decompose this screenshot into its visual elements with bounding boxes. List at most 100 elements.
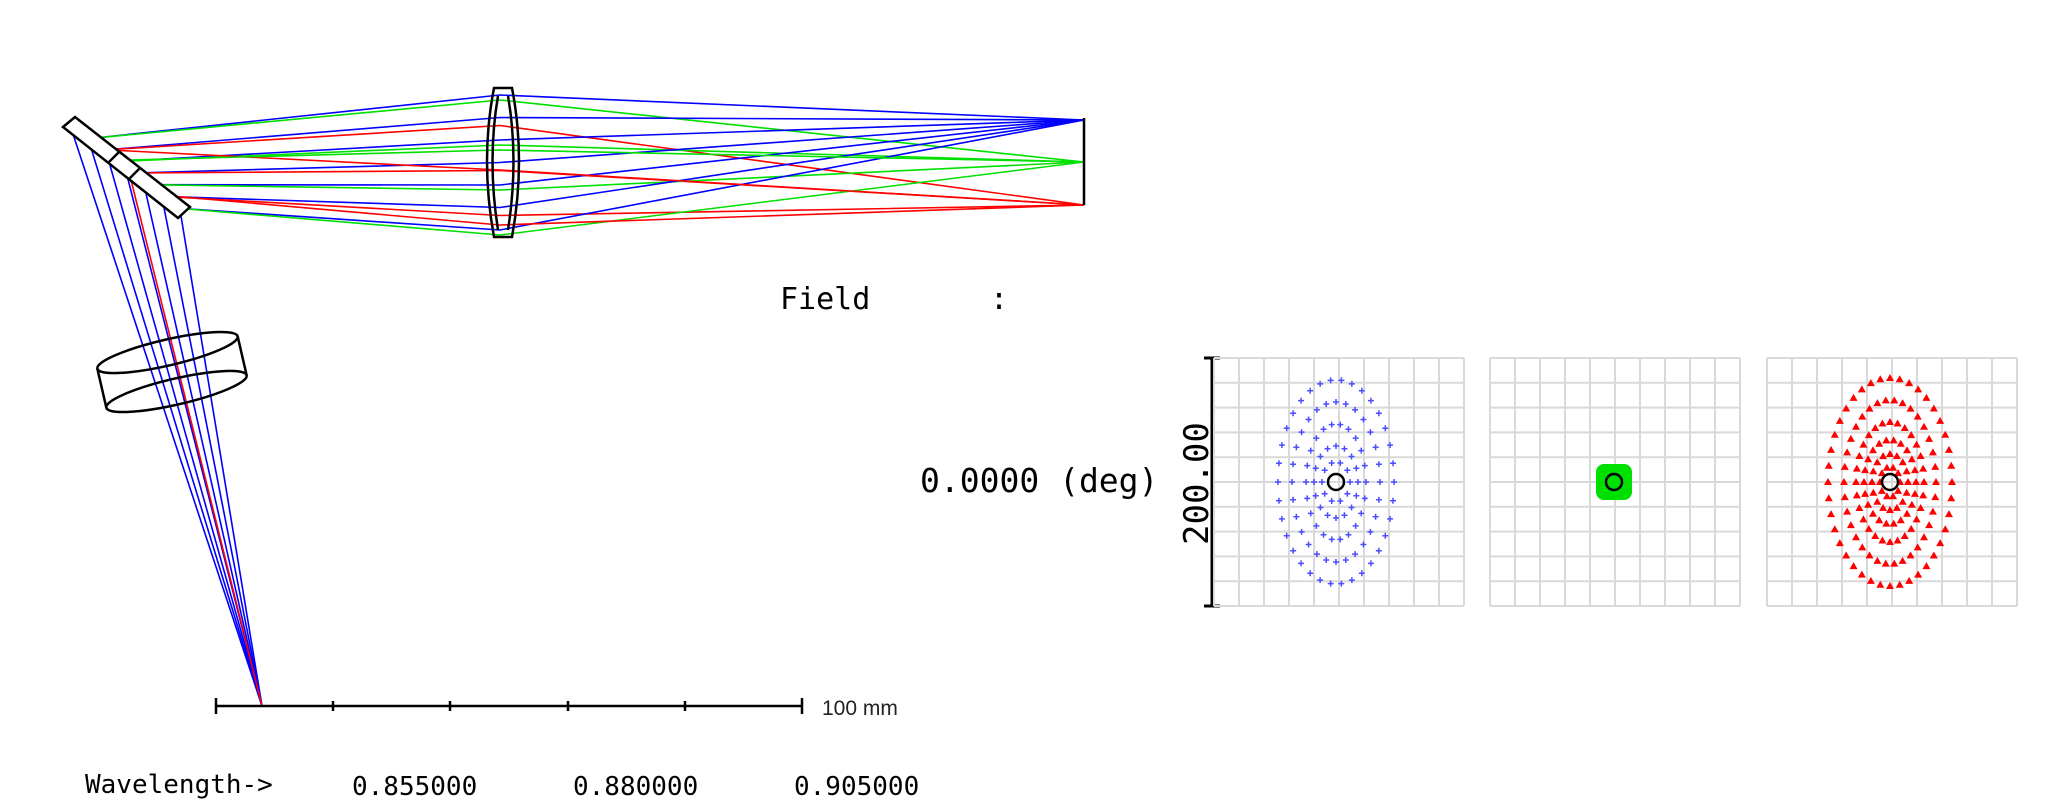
spot-mark <box>1894 486 1903 494</box>
spot-panel-0.905 <box>1766 357 2018 607</box>
spot-mark <box>1865 551 1874 559</box>
spot-mark <box>1275 460 1282 467</box>
spot-mark <box>1333 515 1339 521</box>
spot-mark <box>1861 489 1870 497</box>
ray-red <box>161 195 1085 217</box>
spot-mark <box>1278 515 1285 522</box>
spot-mark <box>1290 461 1297 468</box>
spot-mark <box>1858 543 1867 551</box>
spot-mark <box>1864 431 1873 439</box>
spot-mark <box>1900 423 1909 431</box>
field-label: Field <box>780 282 870 317</box>
spot-mark <box>1352 551 1359 558</box>
spot-mark <box>1348 504 1355 511</box>
spot-mark <box>1892 503 1901 511</box>
spot-mark <box>1878 419 1887 427</box>
spot-mark <box>1337 498 1344 505</box>
spot-mark <box>1936 539 1945 547</box>
spot-mark <box>1925 434 1934 442</box>
spot-mark <box>1906 551 1915 559</box>
spot-mark <box>1907 431 1916 439</box>
spot-mark <box>1907 500 1916 508</box>
spot-mark <box>1375 547 1382 554</box>
spot-mark <box>1947 461 1956 469</box>
spot-mark <box>1948 478 1956 485</box>
spot-mark <box>1320 426 1327 433</box>
spot-mark <box>1827 510 1836 518</box>
spot-mark <box>1893 536 1902 544</box>
spot-mark <box>1905 576 1914 584</box>
spot-mark <box>1298 397 1305 404</box>
ray-blue-input <box>179 209 263 707</box>
spot-mark <box>1305 416 1312 423</box>
spot-mark <box>1824 461 1833 469</box>
spot-mark <box>1307 510 1314 517</box>
spot-mark <box>1390 460 1397 467</box>
spot-mark <box>1896 439 1905 447</box>
spot-mark <box>1912 440 1921 448</box>
spot-mark <box>1881 559 1890 567</box>
wavelength-caption: Wavelength-> <box>85 770 273 800</box>
spot-mark <box>1290 496 1297 503</box>
spot-mark <box>1289 479 1295 485</box>
spot-mark <box>1919 464 1928 472</box>
spot-mark <box>1290 410 1297 417</box>
spot-mark <box>1859 515 1868 523</box>
spot-mark <box>1360 541 1367 548</box>
spot-mark <box>1317 380 1324 387</box>
spot-mark <box>1898 497 1907 505</box>
spot-mark <box>1353 492 1360 499</box>
spot-mark <box>1878 536 1887 544</box>
spot-mark <box>1876 375 1885 383</box>
chief-ray-circle <box>1604 472 1624 492</box>
spot-mark <box>1375 496 1382 503</box>
spot-mark <box>1375 461 1382 468</box>
spot-mark <box>1298 429 1305 436</box>
spot-mark <box>1320 531 1327 538</box>
spot-mark <box>1387 442 1394 449</box>
spot-mark <box>1830 430 1839 438</box>
spot-mark <box>1338 580 1345 587</box>
spot-mark <box>1871 532 1880 540</box>
spot-mark <box>1307 570 1314 577</box>
spot-mark <box>1391 479 1397 485</box>
spot-mark <box>1328 498 1335 505</box>
spot-mark <box>1873 556 1882 564</box>
spot-mark <box>1925 521 1934 529</box>
ray-blue <box>161 119 1085 209</box>
spot-mark <box>1311 479 1317 485</box>
spot-mark <box>1898 556 1907 564</box>
spot-mark <box>1857 570 1866 578</box>
spot-mark <box>1304 495 1311 502</box>
spot-mark <box>1317 504 1324 511</box>
spot-mark <box>1919 422 1928 430</box>
spot-mark <box>1866 379 1875 387</box>
spot-mark <box>1947 494 1956 502</box>
spot-mark <box>1293 444 1300 451</box>
spot-mark <box>1903 446 1912 454</box>
spot-mark <box>1377 479 1383 485</box>
spot-mark <box>1313 551 1320 558</box>
spot-mark <box>1835 416 1844 424</box>
ray-green <box>174 161 1085 236</box>
chief-ray-circle <box>1326 472 1346 492</box>
spot-mark <box>1312 465 1319 472</box>
spot-mark <box>1830 525 1839 533</box>
spot-mark <box>1843 448 1852 456</box>
spot-mark <box>1337 536 1344 543</box>
spot-mark <box>1869 467 1878 475</box>
spot-mark <box>1367 560 1374 567</box>
spot-mark <box>1860 478 1868 485</box>
spot-mark <box>1840 493 1849 501</box>
spot-mark <box>1358 510 1365 517</box>
spot-mark <box>1922 562 1931 570</box>
spot-mark <box>1353 465 1360 472</box>
spot-mark <box>1931 462 1940 470</box>
spot-mark <box>1875 439 1884 447</box>
spot-mark <box>1914 385 1923 393</box>
spot-mark <box>1387 515 1394 522</box>
ray-blue <box>134 119 1085 174</box>
spot-mark <box>1941 525 1950 533</box>
spot-mark <box>1868 509 1877 517</box>
field-value: 0.0000 (deg) <box>920 461 1158 500</box>
